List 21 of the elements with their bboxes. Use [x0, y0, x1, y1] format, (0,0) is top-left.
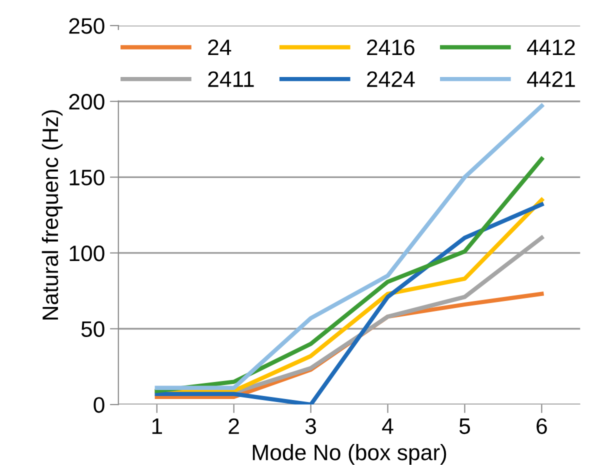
y-tick-label: 250	[69, 18, 104, 34]
legend-label: 4421	[527, 71, 575, 87]
x-tick-label: 5	[459, 418, 470, 434]
x-axis-title: Mode No (box spar)	[252, 444, 446, 465]
y-axis-title: Natural frequenc (Hz)	[42, 110, 63, 320]
x-tick-label: 4	[382, 418, 394, 434]
legend-label: 2424	[367, 71, 415, 87]
legend-label: 2411	[208, 71, 254, 87]
line-series	[154, 104, 544, 390]
y-tick-label: 0	[94, 397, 104, 413]
x-tick-label: 1	[152, 418, 162, 434]
x-tick-label: 6	[536, 418, 547, 434]
x-tick-label: 3	[305, 418, 316, 434]
y-tick-label: 50	[81, 321, 104, 338]
legend-label: 24	[208, 39, 232, 56]
y-tick-label: 150	[70, 170, 104, 186]
y-tick-label: 100	[70, 245, 104, 262]
legend-label: 2416	[367, 39, 414, 56]
y-tick-label: 200	[69, 94, 104, 110]
x-tick-label: 2	[228, 418, 239, 434]
legend-label: 4412	[527, 39, 575, 56]
